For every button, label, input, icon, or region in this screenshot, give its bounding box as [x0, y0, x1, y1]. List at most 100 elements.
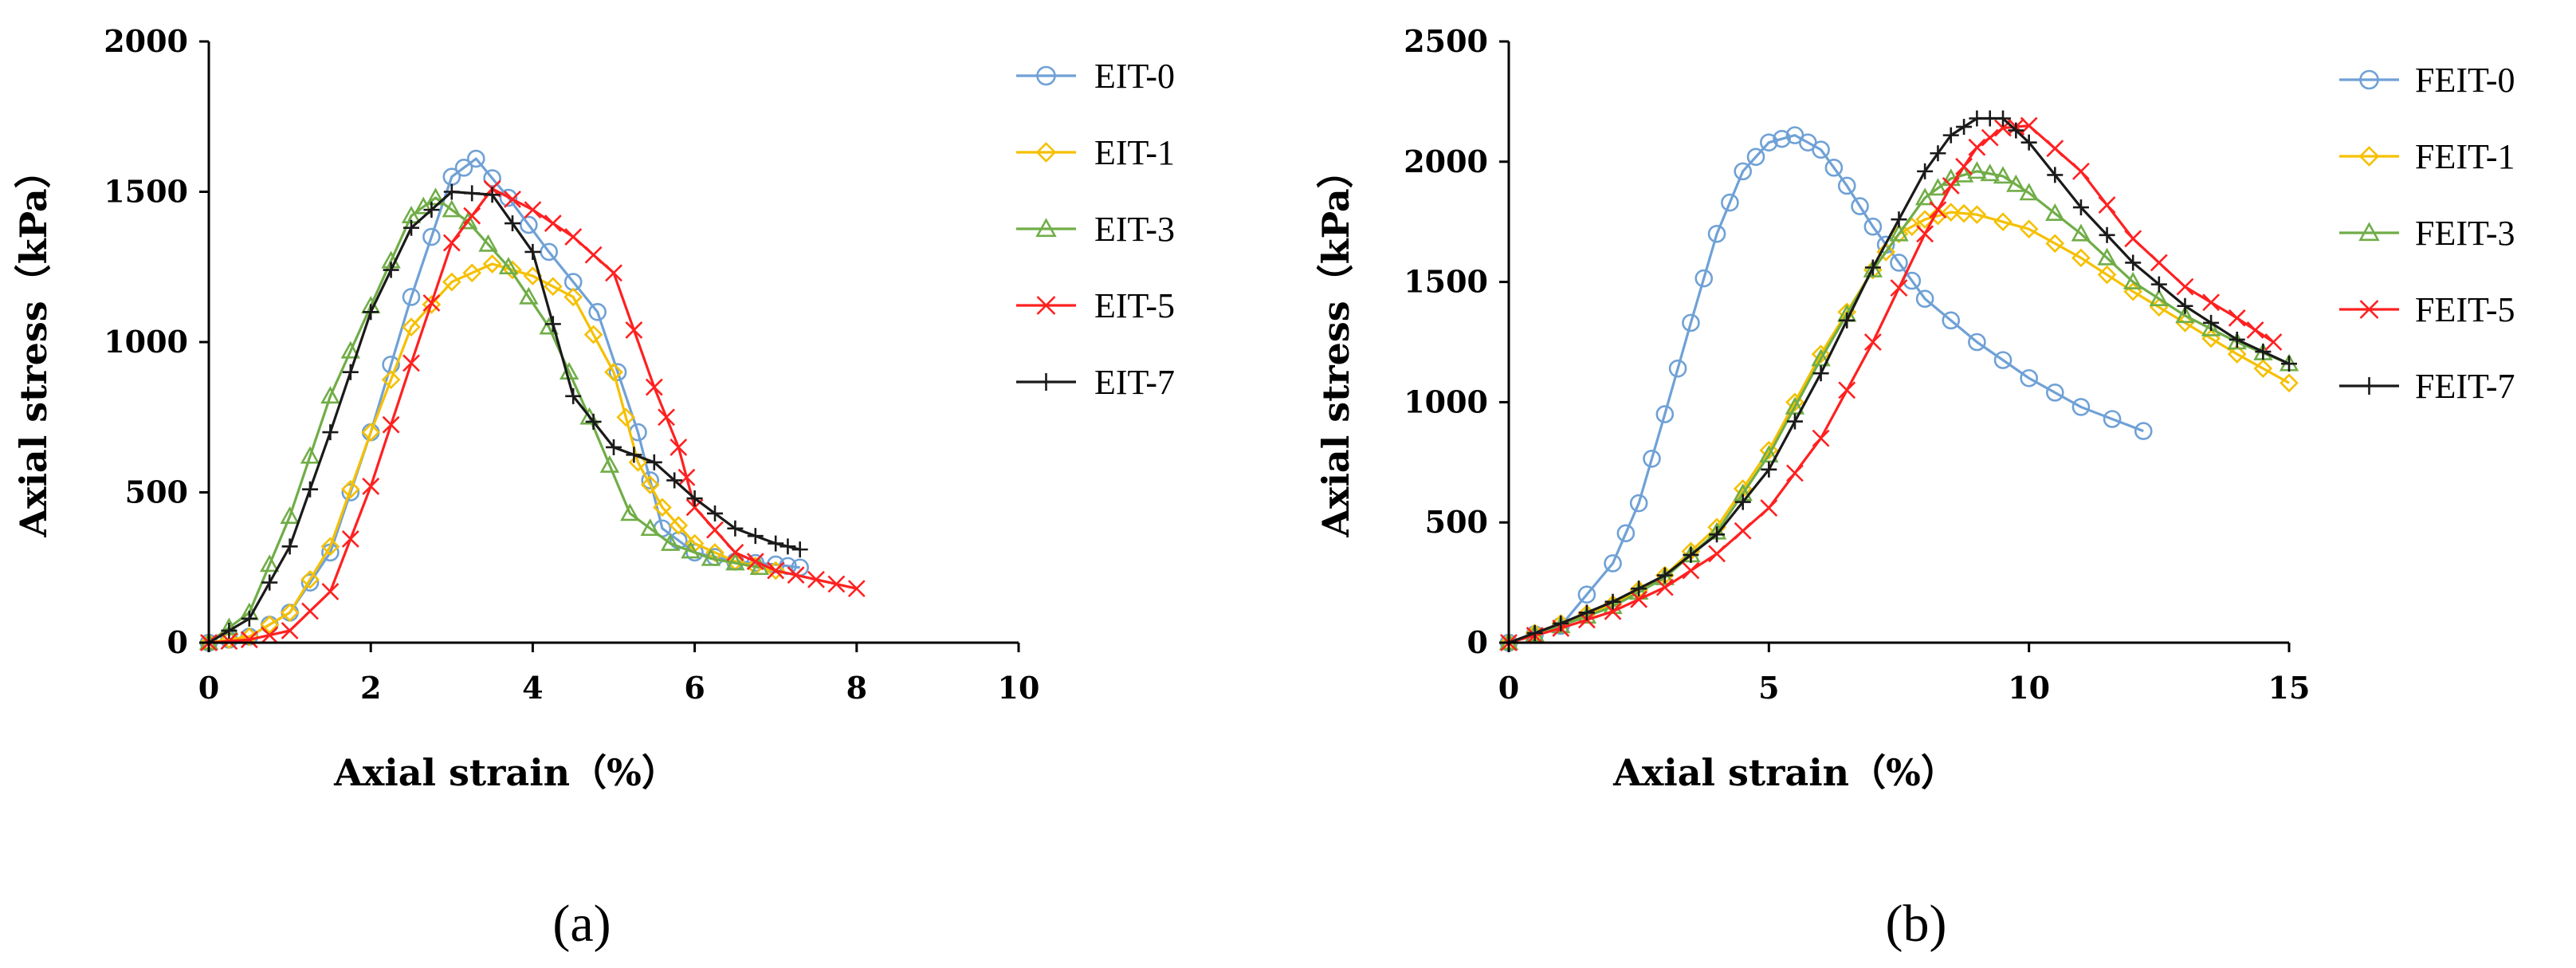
data-point	[362, 478, 380, 495]
data-point	[2255, 344, 2272, 360]
data-point	[544, 316, 561, 333]
data-point	[779, 538, 796, 555]
legend-entry: FEIT-7	[2339, 367, 2515, 406]
data-point	[259, 554, 280, 573]
data-point	[2020, 368, 2038, 388]
data-point	[2097, 265, 2117, 285]
data-point	[341, 483, 360, 502]
data-point	[1967, 161, 1987, 179]
y-tick-label: 0	[1467, 624, 1488, 660]
data-point	[686, 490, 703, 507]
data-point	[791, 541, 808, 558]
legend-marker-icon	[1035, 218, 1057, 238]
data-point	[726, 543, 744, 561]
data-point	[1968, 138, 1986, 156]
legend-entry: EIT-0	[1016, 57, 1175, 96]
data-point	[1956, 119, 1973, 136]
data-point	[1721, 193, 1739, 212]
data-point	[1707, 224, 1726, 243]
data-point	[442, 234, 461, 252]
data-point	[340, 479, 360, 499]
data-point	[2071, 248, 2091, 268]
data-point	[1876, 242, 1896, 262]
x-tick-label: 2	[360, 670, 381, 706]
data-point	[641, 471, 660, 490]
data-point	[1863, 333, 1882, 351]
data-point	[1824, 159, 1844, 177]
data-point	[2150, 254, 2168, 272]
data-point	[725, 553, 745, 571]
data-point	[1942, 127, 1959, 144]
y-tick-label: 500	[1425, 504, 1488, 540]
data-point	[1929, 201, 1947, 219]
data-point	[1864, 259, 1881, 276]
data-point	[670, 439, 688, 456]
data-point	[2097, 247, 2117, 266]
legend-marker-icon	[2359, 300, 2379, 319]
data-point	[1995, 110, 2012, 127]
data-point	[422, 227, 441, 246]
legend-label: EIT-7	[1094, 363, 1175, 402]
data-point	[1604, 554, 1622, 573]
data-point	[605, 264, 622, 282]
data-point	[322, 424, 339, 441]
data-point	[1812, 365, 1829, 382]
data-point	[1786, 464, 1804, 482]
legend-entry: EIT-5	[1016, 286, 1175, 325]
legend-label: EIT-5	[1094, 286, 1175, 325]
data-point	[464, 185, 481, 202]
data-point	[2203, 314, 2220, 331]
data-point	[1761, 461, 1777, 478]
data-point	[583, 325, 603, 344]
legend-entry: EIT-3	[1016, 210, 1175, 249]
data-point	[1760, 133, 1778, 151]
data-point	[588, 302, 607, 321]
data-point	[2019, 183, 2039, 201]
data-point	[606, 439, 622, 455]
data-point	[2020, 134, 2037, 151]
data-point	[2099, 226, 2115, 243]
data-point	[382, 415, 400, 434]
data-point	[604, 362, 623, 382]
data-point	[261, 626, 279, 644]
data-point	[1553, 615, 1569, 632]
data-point	[2134, 422, 2153, 440]
data-point	[442, 199, 462, 218]
data-point	[847, 580, 866, 598]
data-point	[341, 530, 359, 548]
data-point	[1630, 590, 1648, 608]
data-point	[1916, 225, 1934, 243]
data-point	[300, 569, 320, 589]
data-point	[240, 631, 258, 649]
data-point	[281, 622, 299, 639]
data-point	[301, 602, 319, 620]
data-point	[2175, 313, 2195, 333]
data-point	[706, 521, 724, 539]
legend-entry: FEIT-1	[2339, 137, 2515, 176]
data-point	[565, 388, 582, 404]
data-point	[2098, 196, 2116, 214]
data-point	[746, 553, 764, 571]
y-tick-label: 1500	[104, 174, 188, 210]
data-point	[2019, 219, 2039, 239]
series-eit-5	[200, 179, 866, 651]
data-point	[1980, 163, 2000, 182]
data-point	[585, 413, 602, 430]
data-point	[2176, 277, 2194, 296]
data-point	[1917, 163, 1934, 179]
data-point	[1578, 604, 1595, 621]
data-point	[2045, 234, 2065, 254]
series-line	[208, 262, 776, 644]
x-axis-label: Axial strain（%）	[333, 751, 678, 794]
data-point	[363, 304, 379, 321]
data-point	[1785, 396, 1805, 415]
data-point	[1786, 413, 1803, 430]
data-point	[520, 215, 538, 234]
data-point	[1734, 494, 1751, 510]
data-point	[300, 573, 320, 592]
data-point	[340, 340, 361, 359]
data-point	[1941, 203, 1961, 222]
data-point	[564, 287, 583, 307]
data-point	[1773, 129, 1791, 148]
